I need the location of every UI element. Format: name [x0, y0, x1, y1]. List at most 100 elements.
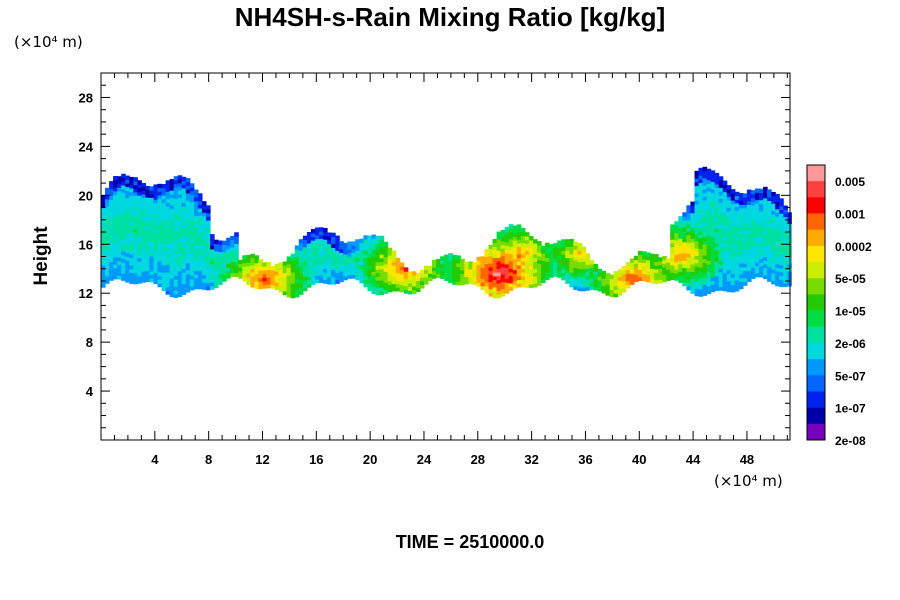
- field-cell: [561, 254, 566, 259]
- field-cell: [319, 267, 324, 272]
- field-cell: [185, 273, 191, 278]
- field-cell: [690, 227, 695, 232]
- field-cell: [339, 259, 344, 264]
- field-cell: [343, 272, 348, 277]
- field-cell: [730, 211, 736, 216]
- field-cell: [121, 199, 126, 204]
- field-cell: [379, 265, 385, 270]
- field-cell: [722, 199, 728, 204]
- field-cell: [512, 251, 518, 256]
- y-tick-label: 28: [79, 90, 93, 105]
- field-cell: [363, 279, 368, 284]
- field-cell: [508, 242, 514, 247]
- field-cell: [617, 287, 623, 292]
- field-cell: [387, 266, 393, 271]
- field-cell: [779, 209, 784, 214]
- field-cell: [500, 270, 506, 275]
- field-cell: [109, 184, 114, 190]
- field-cell: [286, 274, 292, 280]
- field-cell: [751, 248, 756, 254]
- field-cell: [133, 232, 138, 237]
- field-cell: [569, 242, 574, 247]
- field-cell: [581, 265, 586, 270]
- field-cell: [484, 282, 490, 287]
- field-cell: [161, 286, 167, 292]
- field-cell: [460, 266, 465, 271]
- field-cell: [734, 213, 740, 219]
- field-cell: [181, 253, 187, 259]
- field-cell: [201, 208, 207, 213]
- field-cell: [565, 275, 570, 281]
- field-cell: [169, 278, 175, 283]
- field-cell: [121, 177, 126, 182]
- field-cell: [682, 216, 687, 221]
- field-cell: [589, 263, 595, 269]
- field-cell: [262, 262, 268, 267]
- field-cell: [193, 270, 199, 275]
- field-cell: [185, 207, 191, 212]
- field-cell: [516, 279, 522, 284]
- field-cell: [436, 259, 441, 264]
- field-cell: [646, 267, 651, 272]
- field-cell: [533, 242, 538, 248]
- field-cell: [181, 275, 187, 281]
- field-cell: [323, 257, 328, 262]
- field-cell: [161, 253, 167, 258]
- field-cell: [775, 256, 780, 261]
- colorbar-segment: [807, 342, 825, 360]
- field-cell: [533, 253, 538, 259]
- field-cell: [658, 260, 663, 266]
- colorbar-label: 0.0002: [835, 240, 872, 254]
- field-cell: [520, 235, 526, 240]
- field-cell: [605, 280, 611, 285]
- field-cell: [746, 211, 752, 216]
- field-cell: [492, 257, 498, 262]
- field-cell: [524, 243, 530, 248]
- field-cell: [153, 257, 159, 263]
- field-cell: [674, 272, 679, 277]
- field-cell: [581, 272, 586, 277]
- field-cell: [512, 273, 518, 278]
- field-cell: [504, 241, 510, 246]
- field-cell: [500, 273, 506, 279]
- field-cell: [201, 245, 207, 250]
- field-cell: [206, 271, 211, 276]
- field-cell: [230, 265, 235, 270]
- field-cell: [646, 259, 651, 265]
- field-cell: [137, 209, 142, 214]
- field-cell: [177, 193, 183, 198]
- field-cell: [698, 241, 704, 246]
- field-cell: [315, 249, 320, 254]
- field-cell: [718, 209, 724, 214]
- field-cell: [270, 266, 276, 271]
- field-cell: [585, 253, 591, 258]
- field-cell: [201, 237, 207, 243]
- field-cell: [746, 189, 752, 194]
- field-cell: [234, 236, 239, 241]
- field-cell: [537, 241, 542, 246]
- field-cell: [771, 250, 776, 256]
- field-cell: [763, 212, 768, 217]
- field-cell: [452, 276, 457, 282]
- field-cell: [678, 230, 683, 236]
- field-cell: [335, 253, 340, 259]
- field-cell: [557, 240, 562, 245]
- field-cell: [690, 282, 695, 287]
- field-cell: [496, 235, 502, 240]
- field-cell: [589, 278, 595, 283]
- field-cell: [129, 213, 134, 218]
- field-cell: [767, 251, 772, 257]
- field-cell: [650, 260, 655, 266]
- field-cell: [746, 193, 752, 198]
- field-cell: [508, 249, 514, 255]
- field-cell: [629, 276, 635, 282]
- field-cell: [137, 242, 142, 247]
- field-cell: [581, 254, 586, 259]
- field-cell: [371, 278, 377, 283]
- field-cell: [738, 229, 744, 235]
- field-cell: [355, 243, 360, 248]
- field-cell: [315, 271, 320, 276]
- field-cell: [706, 267, 712, 273]
- field-cell: [702, 210, 708, 216]
- field-cell: [528, 269, 534, 274]
